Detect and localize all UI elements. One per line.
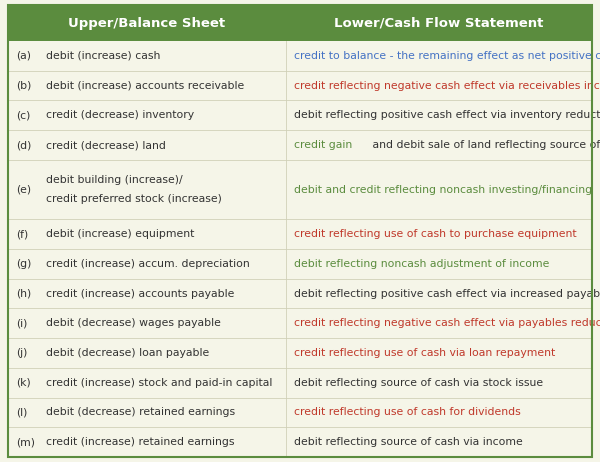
Text: credit reflecting use of cash for dividends: credit reflecting use of cash for divide… <box>294 407 521 418</box>
Bar <box>8 309 592 338</box>
Text: credit (increase) stock and paid-in capital: credit (increase) stock and paid-in capi… <box>46 378 272 388</box>
Text: (j): (j) <box>16 348 28 358</box>
Text: credit reflecting negative cash effect via receivables increase: credit reflecting negative cash effect v… <box>294 80 600 91</box>
Text: (c): (c) <box>16 110 31 120</box>
Text: (h): (h) <box>16 289 31 298</box>
Bar <box>8 279 592 309</box>
Bar <box>8 100 592 130</box>
Bar <box>8 249 592 279</box>
Text: (l): (l) <box>16 407 28 418</box>
Text: debit (decrease) loan payable: debit (decrease) loan payable <box>46 348 209 358</box>
Bar <box>8 368 592 398</box>
Bar <box>8 130 592 160</box>
Bar <box>8 219 592 249</box>
Text: credit preferred stock (increase): credit preferred stock (increase) <box>46 194 222 204</box>
Text: (b): (b) <box>16 80 31 91</box>
Text: debit (increase) equipment: debit (increase) equipment <box>46 229 194 239</box>
Text: and debit sale of land reflecting source of cash: and debit sale of land reflecting source… <box>369 140 600 150</box>
Text: debit and credit reflecting noncash investing/financing: debit and credit reflecting noncash inve… <box>294 185 592 195</box>
Bar <box>8 338 592 368</box>
Text: credit gain: credit gain <box>294 140 352 150</box>
Text: credit (decrease) inventory: credit (decrease) inventory <box>46 110 194 120</box>
Text: debit (decrease) retained earnings: debit (decrease) retained earnings <box>46 407 235 418</box>
Bar <box>8 398 592 427</box>
Bar <box>8 427 592 457</box>
Text: (d): (d) <box>16 140 31 150</box>
Text: debit (increase) accounts receivable: debit (increase) accounts receivable <box>46 80 244 91</box>
Bar <box>8 5 592 41</box>
Text: debit (decrease) wages payable: debit (decrease) wages payable <box>46 318 221 328</box>
Bar <box>8 71 592 100</box>
Text: debit reflecting noncash adjustment of income: debit reflecting noncash adjustment of i… <box>294 259 550 269</box>
Text: (g): (g) <box>16 259 31 269</box>
Text: credit reflecting negative cash effect via payables reduction: credit reflecting negative cash effect v… <box>294 318 600 328</box>
Text: credit reflecting use of cash via loan repayment: credit reflecting use of cash via loan r… <box>294 348 555 358</box>
Text: credit to balance - the remaining effect as net positive cash flow: credit to balance - the remaining effect… <box>294 51 600 61</box>
Bar <box>8 41 592 71</box>
Text: (k): (k) <box>16 378 31 388</box>
Text: credit reflecting use of cash to purchase equipment: credit reflecting use of cash to purchas… <box>294 229 577 239</box>
Text: debit building (increase)/: debit building (increase)/ <box>46 175 182 185</box>
Text: debit reflecting source of cash via income: debit reflecting source of cash via inco… <box>294 437 523 447</box>
Text: (i): (i) <box>16 318 28 328</box>
Text: debit reflecting positive cash effect via inventory reduction: debit reflecting positive cash effect vi… <box>294 110 600 120</box>
Text: credit (decrease) land: credit (decrease) land <box>46 140 166 150</box>
Text: debit (increase) cash: debit (increase) cash <box>46 51 160 61</box>
Text: (e): (e) <box>16 185 31 195</box>
Text: debit reflecting source of cash via stock issue: debit reflecting source of cash via stoc… <box>294 378 543 388</box>
Text: (f): (f) <box>16 229 28 239</box>
Text: credit (increase) accum. depreciation: credit (increase) accum. depreciation <box>46 259 250 269</box>
Text: credit (increase) retained earnings: credit (increase) retained earnings <box>46 437 235 447</box>
Text: debit reflecting positive cash effect via increased payables: debit reflecting positive cash effect vi… <box>294 289 600 298</box>
Text: Upper/Balance Sheet: Upper/Balance Sheet <box>68 17 226 30</box>
Bar <box>8 160 592 219</box>
Text: (a): (a) <box>16 51 31 61</box>
Text: (m): (m) <box>16 437 35 447</box>
Text: Lower/Cash Flow Statement: Lower/Cash Flow Statement <box>334 17 544 30</box>
Text: credit (increase) accounts payable: credit (increase) accounts payable <box>46 289 235 298</box>
